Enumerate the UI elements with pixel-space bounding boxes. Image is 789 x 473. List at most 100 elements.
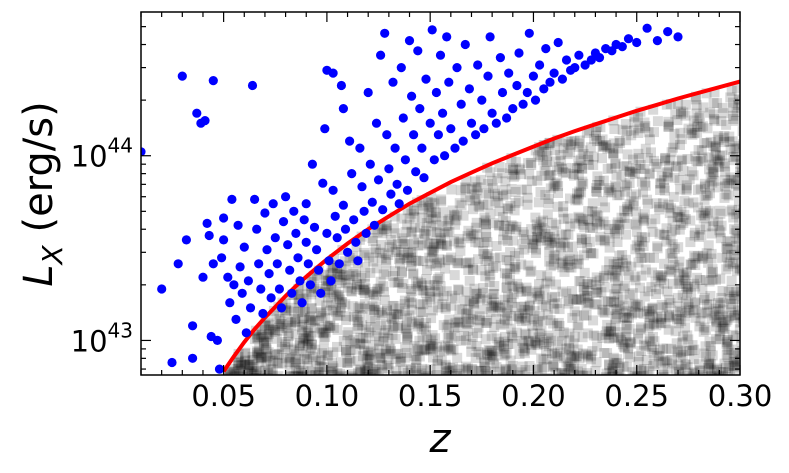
grey-square-point bbox=[565, 221, 576, 232]
grey-square-point bbox=[255, 366, 266, 375]
grey-square-point bbox=[444, 314, 455, 325]
blue-data-point bbox=[357, 182, 367, 192]
grey-square-point bbox=[485, 379, 495, 389]
grey-square-point bbox=[225, 367, 236, 375]
grey-square-point bbox=[491, 333, 502, 344]
grey-square-point bbox=[578, 178, 589, 189]
grey-square-point bbox=[471, 341, 482, 351]
grey-square-point bbox=[585, 142, 596, 153]
grey-square-point bbox=[717, 252, 728, 263]
blue-data-point bbox=[373, 175, 384, 185]
grey-square-point bbox=[385, 312, 396, 323]
grey-square-point bbox=[618, 312, 629, 323]
grey-square-point bbox=[538, 362, 549, 373]
grey-square-point bbox=[719, 192, 730, 203]
grey-square-point bbox=[536, 363, 547, 374]
grey-square-point bbox=[310, 356, 321, 367]
grey-square-point bbox=[384, 242, 395, 253]
grey-square-point bbox=[651, 198, 662, 209]
grey-square-point bbox=[336, 263, 347, 274]
grey-square-point bbox=[715, 273, 726, 284]
grey-square-point bbox=[657, 271, 668, 282]
grey-square-point bbox=[419, 229, 430, 240]
grey-square-point bbox=[421, 218, 432, 228]
grey-square-point bbox=[711, 334, 722, 345]
grey-square-point bbox=[723, 335, 734, 346]
grey-square-point bbox=[297, 324, 307, 335]
grey-square-point bbox=[412, 321, 423, 332]
grey-square-point bbox=[428, 343, 439, 354]
grey-square-point bbox=[618, 283, 629, 294]
grey-square-point bbox=[595, 231, 606, 242]
grey-square-point bbox=[558, 237, 569, 248]
grey-square-point bbox=[614, 301, 625, 312]
grey-square-point bbox=[316, 361, 327, 372]
grey-square-point bbox=[728, 361, 739, 371]
grey-square-point bbox=[732, 83, 740, 94]
blue-data-point bbox=[254, 259, 264, 269]
grey-square-point bbox=[408, 269, 419, 280]
red-curve-series bbox=[221, 79, 740, 373]
grey-square-point bbox=[663, 324, 674, 335]
grey-square-point bbox=[587, 198, 598, 209]
grey-square-point bbox=[405, 363, 416, 374]
grey-square-point bbox=[707, 350, 718, 361]
grey-square-point bbox=[569, 306, 580, 317]
grey-square-point bbox=[473, 322, 484, 333]
grey-square-point bbox=[611, 226, 622, 237]
grey-square-point bbox=[478, 246, 488, 257]
grey-square-point bbox=[266, 324, 277, 335]
grey-square-point bbox=[430, 238, 441, 249]
x-tick-label: 0.20 bbox=[501, 379, 566, 413]
grey-square-point bbox=[435, 257, 446, 268]
grey-square-point bbox=[572, 366, 583, 375]
grey-square-point bbox=[613, 275, 623, 286]
grey-square-point bbox=[521, 184, 532, 195]
grey-square-point bbox=[582, 368, 593, 375]
grey-square-point bbox=[495, 366, 505, 375]
blue-data-point bbox=[421, 74, 431, 84]
grey-square-point bbox=[698, 306, 709, 317]
blue-data-point bbox=[440, 151, 450, 161]
grey-square-point bbox=[288, 371, 299, 375]
blue-data-point bbox=[353, 256, 363, 266]
blue-data-point bbox=[219, 213, 229, 223]
grey-square-point bbox=[622, 320, 632, 331]
grey-square-point bbox=[425, 345, 436, 356]
grey-square-point bbox=[481, 317, 492, 328]
grey-square-point bbox=[518, 346, 529, 357]
blue-data-point bbox=[345, 136, 355, 146]
blue-data-point bbox=[322, 228, 332, 238]
grey-square-point bbox=[505, 201, 516, 211]
grey-square-point bbox=[316, 306, 326, 317]
grey-square-point bbox=[476, 365, 487, 375]
grey-square-point bbox=[680, 110, 691, 121]
grey-square-point bbox=[676, 307, 687, 317]
grey-square-point bbox=[630, 163, 641, 174]
grey-square-point bbox=[730, 362, 740, 373]
grey-square-point bbox=[663, 119, 674, 130]
grey-square-point bbox=[478, 199, 489, 210]
grey-square-point bbox=[508, 171, 519, 182]
grey-square-point bbox=[656, 275, 667, 286]
grey-square-point bbox=[660, 318, 671, 329]
grey-square-point bbox=[639, 122, 650, 133]
grey-square-point bbox=[638, 241, 649, 252]
grey-square-point bbox=[236, 360, 247, 371]
grey-square-point bbox=[573, 211, 584, 222]
grey-square-point bbox=[574, 186, 585, 197]
grey-square-point bbox=[553, 317, 564, 328]
grey-square-point bbox=[563, 298, 574, 309]
grey-square-point bbox=[328, 347, 339, 358]
grey-square-point bbox=[675, 352, 686, 363]
grey-square-point bbox=[486, 330, 497, 341]
grey-square-point bbox=[347, 286, 357, 297]
grey-square-point bbox=[376, 253, 387, 264]
grey-square-point bbox=[721, 338, 732, 349]
grey-square-point bbox=[466, 364, 477, 375]
grey-square-point bbox=[723, 367, 734, 375]
grey-square-point bbox=[519, 229, 529, 240]
grey-square-point bbox=[666, 355, 677, 366]
grey-square-point bbox=[479, 357, 490, 368]
